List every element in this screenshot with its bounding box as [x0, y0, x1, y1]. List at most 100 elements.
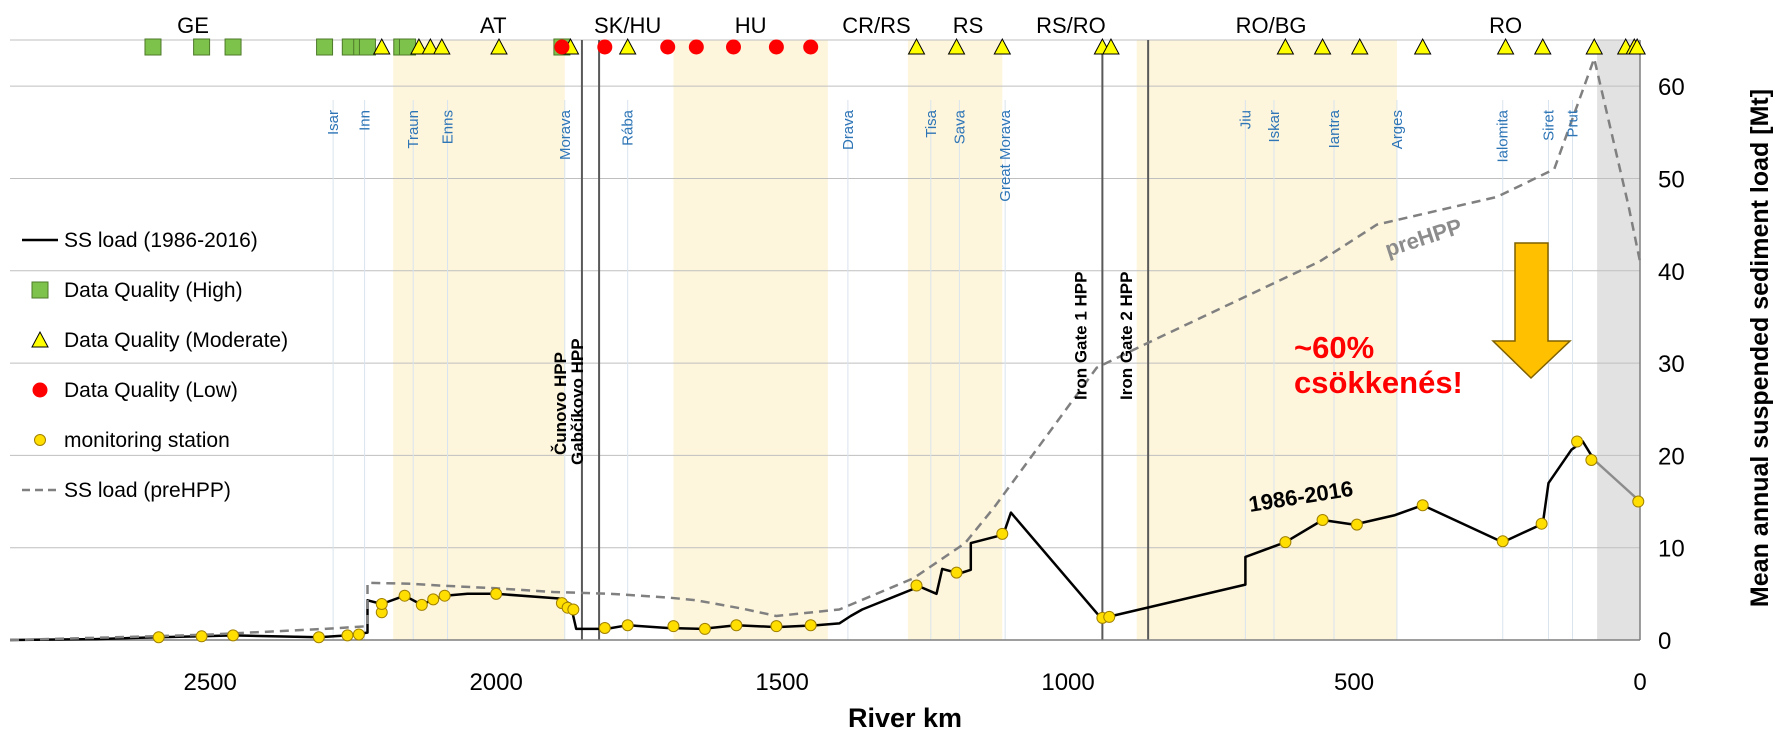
quality-moderate-marker	[1585, 37, 1604, 55]
monitoring-station-point	[730, 619, 743, 632]
legend: SS load (1986-2016) Data Quality (High) Da…	[22, 229, 288, 502]
tributary-label: Iantra	[1326, 109, 1343, 148]
legend-item: Data Quality (Low)	[32, 379, 238, 402]
quality-high-marker	[316, 38, 334, 56]
monitoring-station-point	[950, 566, 963, 579]
reduction-percent: ~60%	[1294, 330, 1374, 365]
quality-moderate-marker	[490, 37, 508, 55]
monitoring-station-point	[1496, 535, 1509, 548]
quality-high-marker	[193, 38, 211, 56]
x-tick-label: 500	[1334, 669, 1374, 696]
monitoring-stations	[152, 435, 1645, 644]
quality-low-marker	[768, 39, 784, 55]
monitoring-station-point	[621, 619, 634, 632]
monitoring-station-point	[1535, 517, 1548, 530]
monitoring-station-point	[152, 631, 165, 644]
tributary-label: Arges	[1389, 110, 1406, 149]
quality-moderate-marker	[372, 37, 391, 55]
quality-moderate-marker	[432, 37, 451, 55]
quality-moderate-marker	[1102, 37, 1120, 55]
country-label: AT	[480, 13, 506, 38]
tributary-label: Jiu	[1237, 110, 1254, 129]
x-tick-label: 2500	[183, 669, 236, 696]
grey-band	[1597, 40, 1640, 640]
chart-labels: Isar Inn Traun Enns Morava Rába Drava Tisa Sava G…	[177, 13, 1581, 465]
x-tick-label: 2000	[469, 669, 522, 696]
legend-item: Data Quality (High)	[31, 279, 243, 302]
monitoring-station-point	[427, 593, 440, 606]
dam-label: Gabčíkovo HPP	[568, 338, 587, 465]
quality-moderate-marker	[1313, 37, 1332, 55]
tributary-label: Prut	[1565, 109, 1582, 137]
monitoring-station-point	[352, 628, 365, 641]
quality-moderate-marker	[1413, 37, 1432, 55]
shaded-bands	[393, 40, 1640, 640]
monitoring-station-point	[398, 589, 411, 602]
legend-yellow-circle-icon	[34, 434, 46, 446]
monitoring-station-point	[598, 622, 611, 634]
prehpp-series-line	[9, 57, 1642, 642]
x-tick-label: 1000	[1041, 669, 1094, 696]
tributary-label: Isar	[325, 110, 342, 135]
legend-item: SS load (preHPP)	[22, 479, 231, 502]
quality-low-marker	[725, 39, 741, 55]
quality-moderate-marker	[947, 37, 966, 55]
legend-triangle-icon	[31, 330, 49, 348]
country-label: HU	[735, 13, 767, 38]
quality-low-marker	[803, 39, 819, 55]
dam-label: Čunovo HPP	[551, 352, 570, 455]
monitoring-station-point	[698, 622, 711, 635]
quality-low-marker	[660, 39, 676, 55]
country-label: RS	[953, 13, 984, 38]
tributary-label: Siret	[1540, 109, 1557, 141]
monitoring-station-point	[770, 620, 783, 633]
monitoring-station-point	[312, 631, 325, 644]
legend-red-circle-icon	[32, 382, 48, 398]
x-tick-label: 1500	[755, 669, 808, 696]
country-label: CR/RS	[842, 13, 910, 38]
axes: 2500 2000 1500 1000 500 00 10 20 30 40 50 60	[10, 40, 1685, 696]
country-label: RS/RO	[1036, 13, 1106, 38]
monitoring-station-point	[415, 598, 428, 611]
monitoring-station-point	[1350, 518, 1363, 531]
legend-label: Data Quality (Moderate)	[64, 329, 288, 352]
quality-low-marker	[597, 39, 613, 55]
shaded-band	[673, 40, 828, 640]
country-label: GE	[177, 13, 209, 38]
legend-label: SS load (1986-2016)	[64, 229, 258, 252]
x-tick-label: 0	[1633, 669, 1646, 696]
tributary-label: Tisa	[923, 109, 940, 137]
data-quality-markers	[144, 37, 1646, 56]
shaded-band	[1136, 40, 1397, 640]
y-axis-title: Mean annual suspended sediment load [Mt]	[1746, 89, 1774, 607]
tributary-label: Morava	[557, 109, 574, 160]
tributary-label: Traun	[405, 110, 422, 149]
tributary-label: Great Morava	[997, 109, 1014, 201]
legend-label: SS load (preHPP)	[64, 479, 231, 502]
tributary-label: Enns	[440, 110, 457, 144]
tributary-label: Rába	[620, 109, 637, 146]
reduction-arrow	[1491, 242, 1572, 380]
tributary-label: Drava	[840, 109, 857, 150]
monitoring-station-point	[375, 598, 388, 610]
dam-lines	[580, 40, 1150, 640]
monitoring-station-point	[1316, 514, 1329, 526]
gridlines	[10, 39, 1640, 549]
quality-moderate-marker	[1496, 37, 1515, 55]
quality-moderate-marker	[1628, 37, 1646, 55]
monitoring-station-point	[1632, 495, 1645, 508]
y-tick-label: 10	[1658, 536, 1685, 563]
quality-moderate-marker	[907, 37, 926, 55]
quality-high-marker	[144, 38, 162, 56]
monitoring-station-point	[1416, 499, 1429, 512]
ss-load-series-line	[1593, 459, 1641, 503]
quality-moderate-marker	[618, 37, 637, 55]
country-label: RO	[1489, 13, 1522, 38]
country-label: RO/BG	[1236, 13, 1307, 38]
down-arrow-icon	[1491, 242, 1572, 380]
monitoring-station-point	[438, 589, 451, 602]
tributary-label: Inn	[357, 110, 374, 131]
y-tick-label: 30	[1658, 351, 1685, 378]
monitoring-station-point	[1585, 454, 1598, 466]
